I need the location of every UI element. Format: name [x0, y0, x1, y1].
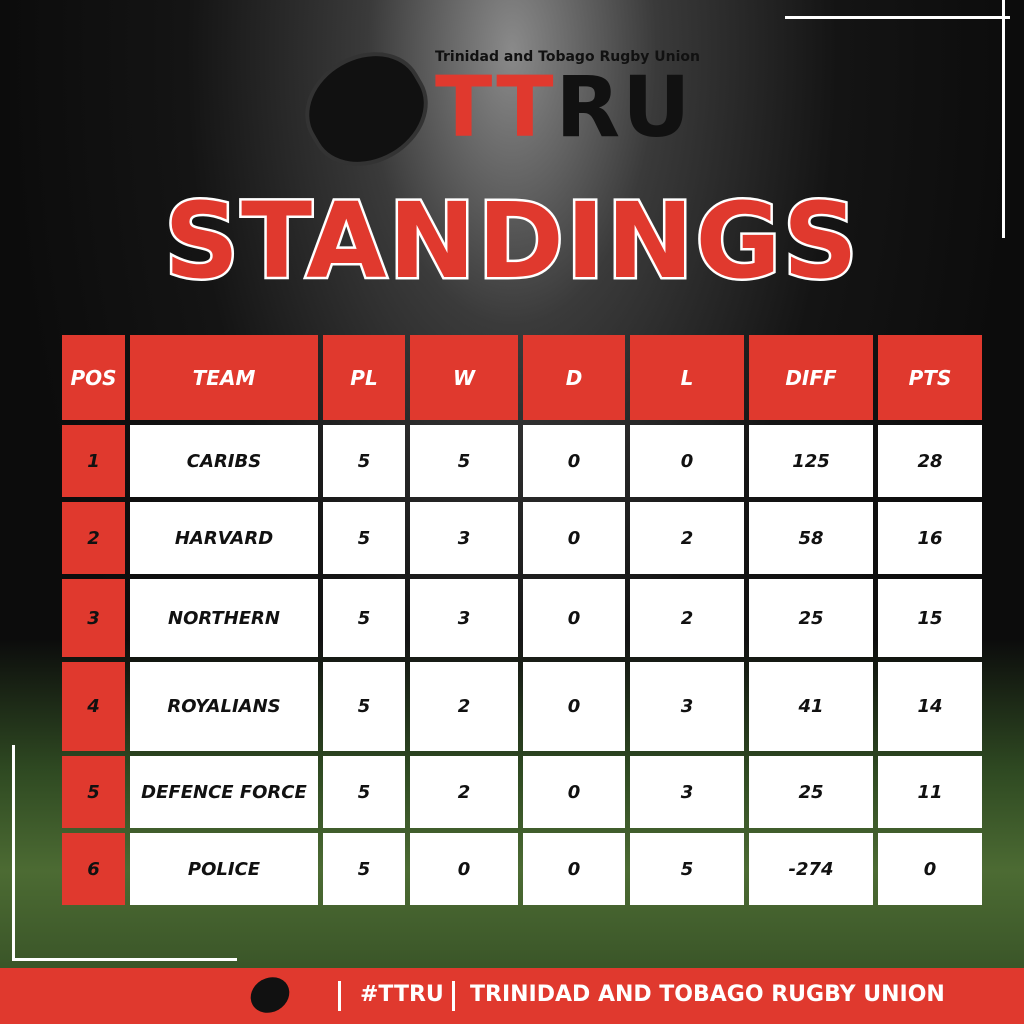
stat-cell: -274 — [749, 833, 873, 905]
stat-cell: 0 — [523, 502, 625, 574]
stat-cell: 25 — [749, 579, 873, 657]
footer-org: TRINIDAD AND TOBAGO RUGBY UNION — [470, 982, 945, 1007]
stat-cell: 0 — [523, 425, 625, 497]
column-header: PL — [323, 335, 405, 420]
stat-cell: 25 — [749, 756, 873, 828]
position-cell: 4 — [62, 662, 125, 751]
logo-part: TT — [435, 58, 556, 156]
stat-cell: 15 — [878, 579, 982, 657]
stat-cell: 0 — [878, 833, 982, 905]
team-cell: CARIBS — [130, 425, 318, 497]
stat-cell: 2 — [410, 756, 518, 828]
separator — [338, 981, 341, 1011]
separator — [452, 981, 455, 1011]
corner-line — [12, 958, 237, 961]
footer-bar: #TTRU TRINIDAD AND TOBAGO RUGBY UNION — [0, 968, 1024, 1024]
stat-cell: 3 — [410, 502, 518, 574]
stat-cell: 5 — [630, 833, 744, 905]
position-cell: 2 — [62, 502, 125, 574]
stat-cell: 5 — [323, 756, 405, 828]
stat-cell: 0 — [630, 425, 744, 497]
column-header: L — [630, 335, 744, 420]
team-cell: HARVARD — [130, 502, 318, 574]
title: STANDINGS — [162, 178, 861, 305]
stat-cell: 0 — [523, 579, 625, 657]
stat-cell: 125 — [749, 425, 873, 497]
footer-logo — [244, 970, 296, 1020]
stat-cell: 0 — [523, 662, 625, 751]
corner-line — [12, 745, 15, 960]
stat-cell: 11 — [878, 756, 982, 828]
stat-cell: 5 — [323, 662, 405, 751]
stat-cell: 3 — [410, 579, 518, 657]
column-header: DIFF — [749, 335, 873, 420]
stat-cell: 14 — [878, 662, 982, 751]
stat-cell: 5 — [323, 833, 405, 905]
column-header: TEAM — [130, 335, 318, 420]
stat-cell: 5 — [323, 502, 405, 574]
org-name: Trinidad and Tobago Rugby Union — [435, 49, 700, 65]
stat-cell: 5 — [323, 425, 405, 497]
stat-cell: 2 — [410, 662, 518, 751]
logo-text: TTRU — [435, 65, 692, 149]
stat-cell: 16 — [878, 502, 982, 574]
corner-line — [785, 16, 1010, 19]
stat-cell: 3 — [630, 662, 744, 751]
stat-cell: 3 — [630, 756, 744, 828]
team-cell: POLICE — [130, 833, 318, 905]
position-cell: 5 — [62, 756, 125, 828]
column-header: POS — [62, 335, 125, 420]
team-cell: ROYALIANS — [130, 662, 318, 751]
logo: Trinidad and Tobago Rugby Union TTRU — [286, 31, 740, 187]
stat-cell: 41 — [749, 662, 873, 751]
stat-cell: 5 — [323, 579, 405, 657]
stat-cell: 0 — [410, 833, 518, 905]
stat-cell: 2 — [630, 502, 744, 574]
position-cell: 1 — [62, 425, 125, 497]
stat-cell: 28 — [878, 425, 982, 497]
stat-cell: 58 — [749, 502, 873, 574]
column-header: D — [523, 335, 625, 420]
team-cell: DEFENCE FORCE — [130, 756, 318, 828]
logo-part: RU — [555, 58, 693, 156]
stat-cell: 2 — [630, 579, 744, 657]
stat-cell: 0 — [523, 833, 625, 905]
column-header: W — [410, 335, 518, 420]
column-header: PTS — [878, 335, 982, 420]
stat-cell: 0 — [523, 756, 625, 828]
position-cell: 6 — [62, 833, 125, 905]
logo-ball — [286, 31, 447, 187]
hashtag: #TTRU — [360, 982, 444, 1007]
corner-line — [1002, 0, 1005, 238]
position-cell: 3 — [62, 579, 125, 657]
stat-cell: 5 — [410, 425, 518, 497]
team-cell: NORTHERN — [130, 579, 318, 657]
